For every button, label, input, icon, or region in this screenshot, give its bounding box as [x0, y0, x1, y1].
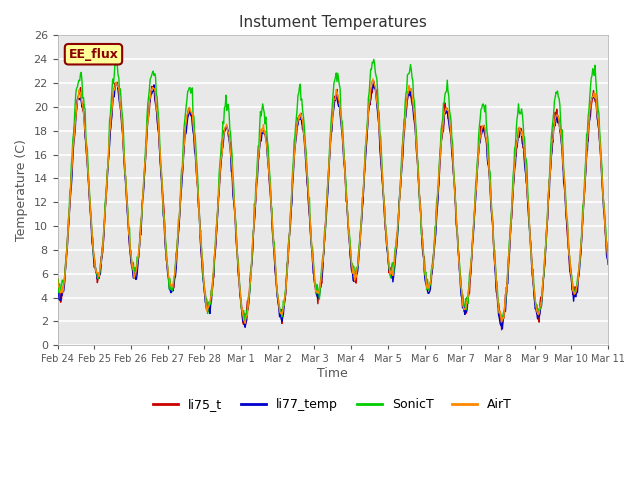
SonicT — [63, 237, 71, 243]
SonicT — [604, 257, 612, 263]
Line: AirT: AirT — [58, 79, 608, 324]
li77_temp — [120, 161, 128, 167]
Legend: li75_t, li77_temp, SonicT, AirT: li75_t, li77_temp, SonicT, AirT — [148, 394, 517, 417]
li77_temp — [604, 257, 612, 263]
SonicT — [401, 119, 408, 125]
li75_t — [401, 116, 408, 122]
Line: li75_t: li75_t — [58, 81, 608, 330]
AirT — [176, 201, 184, 207]
AirT — [369, 76, 377, 82]
AirT — [417, 218, 425, 224]
li77_temp — [176, 205, 184, 211]
li77_temp — [54, 279, 61, 285]
li75_t — [417, 208, 424, 214]
SonicT — [206, 300, 214, 306]
SonicT — [499, 317, 506, 323]
li75_t — [205, 306, 213, 312]
li75_t — [120, 155, 128, 160]
Title: Instument Temperatures: Instument Temperatures — [239, 15, 427, 30]
AirT — [604, 256, 612, 262]
SonicT — [417, 201, 424, 207]
X-axis label: Time: Time — [317, 367, 348, 380]
Line: SonicT: SonicT — [58, 56, 608, 320]
AirT — [241, 321, 249, 326]
li75_t — [370, 78, 378, 84]
li75_t — [498, 327, 506, 333]
Y-axis label: Temperature (C): Temperature (C) — [15, 139, 28, 241]
li75_t — [63, 235, 71, 240]
SonicT — [177, 181, 185, 187]
Line: li77_temp: li77_temp — [58, 82, 608, 329]
Text: EE_flux: EE_flux — [68, 48, 118, 61]
li77_temp — [205, 304, 213, 310]
AirT — [120, 155, 128, 161]
li77_temp — [370, 79, 378, 85]
li75_t — [176, 206, 184, 212]
AirT — [401, 117, 409, 123]
SonicT — [121, 171, 129, 177]
li75_t — [54, 276, 61, 281]
li77_temp — [417, 207, 424, 213]
li75_t — [604, 262, 612, 267]
AirT — [205, 302, 213, 308]
li77_temp — [499, 326, 506, 332]
li77_temp — [401, 129, 408, 135]
AirT — [54, 276, 61, 282]
AirT — [63, 240, 71, 246]
li77_temp — [63, 242, 71, 248]
SonicT — [54, 276, 61, 281]
SonicT — [113, 53, 120, 59]
